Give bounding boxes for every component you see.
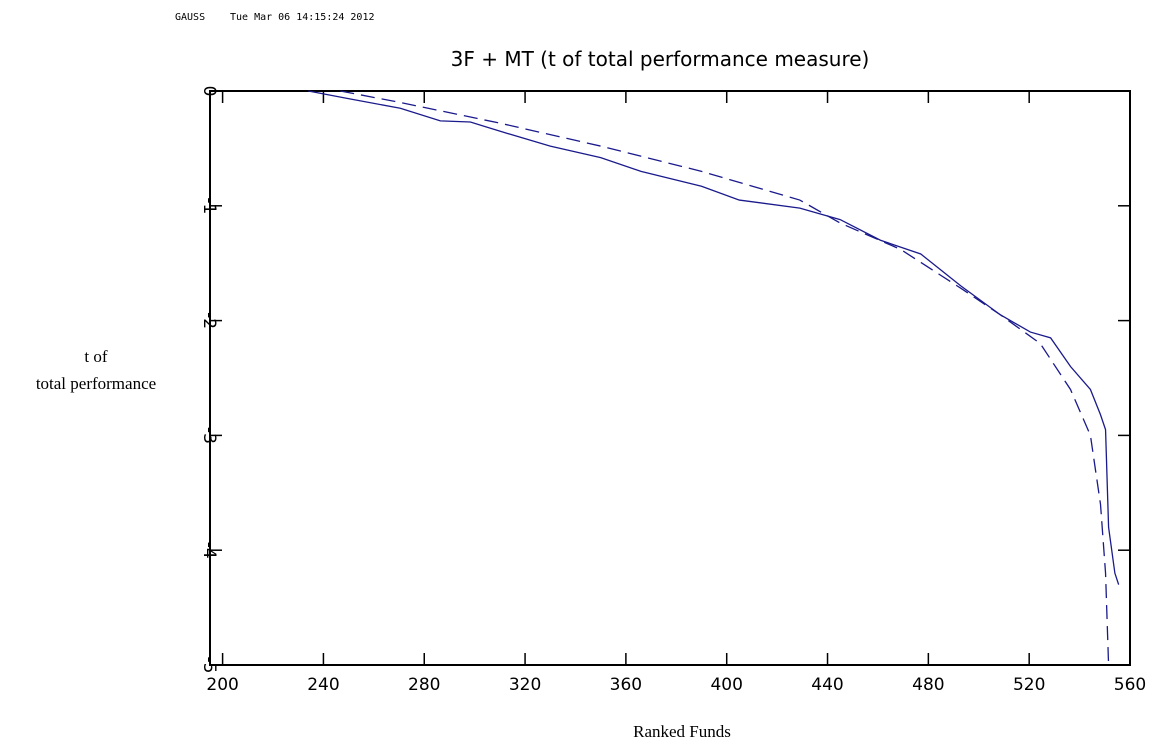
solid-line	[308, 90, 1120, 585]
y-tick-label: -5	[199, 657, 219, 674]
x-tick-label: 440	[811, 675, 843, 695]
y-tick-label: -1	[199, 197, 219, 214]
header-program: GAUSS	[175, 12, 205, 23]
x-axis-label: Ranked Funds	[633, 722, 731, 741]
x-tick-label: 400	[710, 675, 742, 695]
x-tick-label: 360	[610, 675, 642, 695]
x-tick-label: 200	[206, 675, 238, 695]
x-tick-label: 240	[307, 675, 339, 695]
y-tick-label: 0	[199, 86, 219, 97]
dashed-line	[340, 90, 1110, 666]
y-tick-label: -4	[199, 542, 219, 559]
x-tick-label: 320	[509, 675, 541, 695]
chart-title: 3F + MT (t of total performance measure)	[451, 47, 870, 71]
y-tick-label: -3	[199, 427, 219, 444]
x-tick-label: 520	[1013, 675, 1045, 695]
x-tick-label: 280	[408, 675, 440, 695]
y-axis-label: t of	[84, 347, 107, 366]
x-tick-label: 480	[912, 675, 944, 695]
header-timestamp: Tue Mar 06 14:15:24 2012	[230, 12, 375, 23]
y-tick-label: -2	[199, 312, 219, 329]
y-axis-label: total performance	[36, 374, 156, 393]
plot-frame	[209, 90, 1131, 666]
x-tick-label: 560	[1114, 675, 1146, 695]
